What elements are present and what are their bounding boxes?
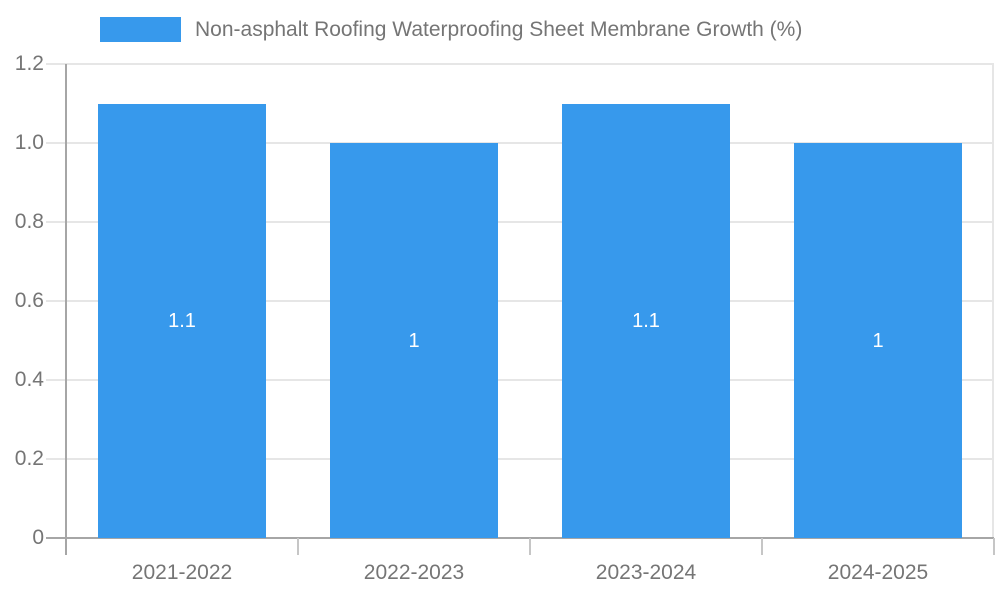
bar: [330, 143, 498, 538]
y-gridline: [46, 142, 994, 144]
y-gridline: [46, 221, 994, 223]
legend-swatch: [100, 17, 181, 42]
x-axis-line: [46, 537, 994, 539]
bar: [98, 103, 266, 538]
plot-right-border: [992, 64, 994, 538]
y-tick-label: 1.2: [14, 52, 44, 75]
x-axis-tick: [529, 538, 531, 555]
y-tick-label: 0: [32, 526, 44, 549]
bar-value-label: 1.1: [632, 309, 660, 332]
x-category-label: 2021-2022: [131, 561, 233, 584]
y-gridline: [46, 379, 994, 381]
bar-value-label: 1: [408, 329, 420, 352]
y-tick-label: 0.4: [14, 368, 44, 391]
bar: [562, 103, 730, 538]
bar-value-label: 1.1: [168, 309, 196, 332]
y-axis-line: [65, 64, 67, 555]
y-gridline: [46, 63, 994, 65]
x-axis-tick: [761, 538, 763, 555]
y-tick-label: 0.8: [14, 210, 44, 233]
y-gridline: [46, 300, 994, 302]
bar: [794, 143, 962, 538]
y-gridline: [46, 458, 994, 460]
y-tick-label: 0.6: [14, 289, 44, 312]
x-category-label: 2023-2024: [595, 561, 697, 584]
y-tick-label: 0.2: [14, 447, 44, 470]
x-axis-tick: [297, 538, 299, 555]
x-category-label: 2024-2025: [827, 561, 929, 584]
bar-value-label: 1: [872, 329, 884, 352]
x-axis-tick: [993, 538, 995, 555]
x-category-label: 2022-2023: [363, 561, 465, 584]
legend-label: Non-asphalt Roofing Waterproofing Sheet …: [195, 17, 803, 41]
y-tick-label: 1.0: [14, 131, 44, 154]
legend[interactable]: Non-asphalt Roofing Waterproofing Sheet …: [100, 17, 802, 42]
